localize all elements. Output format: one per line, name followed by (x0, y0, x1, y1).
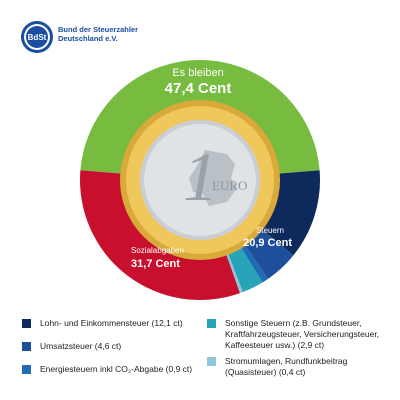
legend-swatch-sonstige (207, 319, 216, 328)
legend-item-umsatz: Umsatzsteuer (4,6 ct) (22, 341, 212, 352)
organization-name: Bund der Steuerzahler Deutschland e.V. (58, 25, 138, 43)
social-label-line1: Sozialabgaben (131, 246, 184, 255)
legend-label-umsatz: Umsatzsteuer (4,6 ct) (40, 341, 122, 351)
legend-item-sonstige: Sonstige Steuern (z.B. Grundsteuer, Kraf… (207, 318, 387, 351)
legend-swatch-strom (207, 357, 216, 366)
legend-label-lohn: Lohn- und Einkommensteuer (12,1 ct) (40, 318, 183, 328)
legend-item-energie: Energiesteuern inkl CO₂-Abgabe (0,9 ct) (22, 364, 212, 375)
legend-swatch-lohn (22, 319, 31, 328)
legend-label-strom: Stromumlagen, Rundfunkbeitrag (Quasisteu… (225, 356, 348, 377)
coin-euro-text: EURO (212, 178, 247, 193)
legend-swatch-energie (22, 365, 31, 374)
legend-label-sonstige: Sonstige Steuern (z.B. Grundsteuer, Kraf… (225, 318, 380, 350)
organization-logo: BdSt Bund der Steuerzahler Deutschland e… (20, 20, 200, 54)
social-label-value: 31,7 Cent (131, 258, 180, 270)
taxes-label-value: 20,9 Cent (243, 237, 292, 249)
taxes-label-line1: Steuern (256, 226, 284, 235)
remaining-label-line1: Es bleiben (172, 67, 223, 79)
legend-item-lohn: Lohn- und Einkommensteuer (12,1 ct) (22, 318, 212, 329)
organization-name-line1: Bund der Steuerzahler (58, 25, 139, 34)
logo-mark-text: BdSt (28, 33, 47, 42)
bdst-logo-icon: BdSt (21, 21, 53, 53)
coin-map-europe (189, 150, 237, 206)
legend-swatch-umsatz (22, 342, 31, 351)
euro-coin: 1 EURO (120, 100, 280, 260)
legend-label-energie: Energiesteuern inkl CO₂-Abgabe (0,9 ct) (40, 364, 193, 374)
coin-numeral: 1 (183, 139, 218, 216)
remaining-label-value: 47,4 Cent (165, 80, 232, 97)
legend-item-strom: Stromumlagen, Rundfunkbeitrag (Quasisteu… (207, 356, 387, 378)
organization-name-line2: Deutschland e.V. (58, 34, 118, 43)
